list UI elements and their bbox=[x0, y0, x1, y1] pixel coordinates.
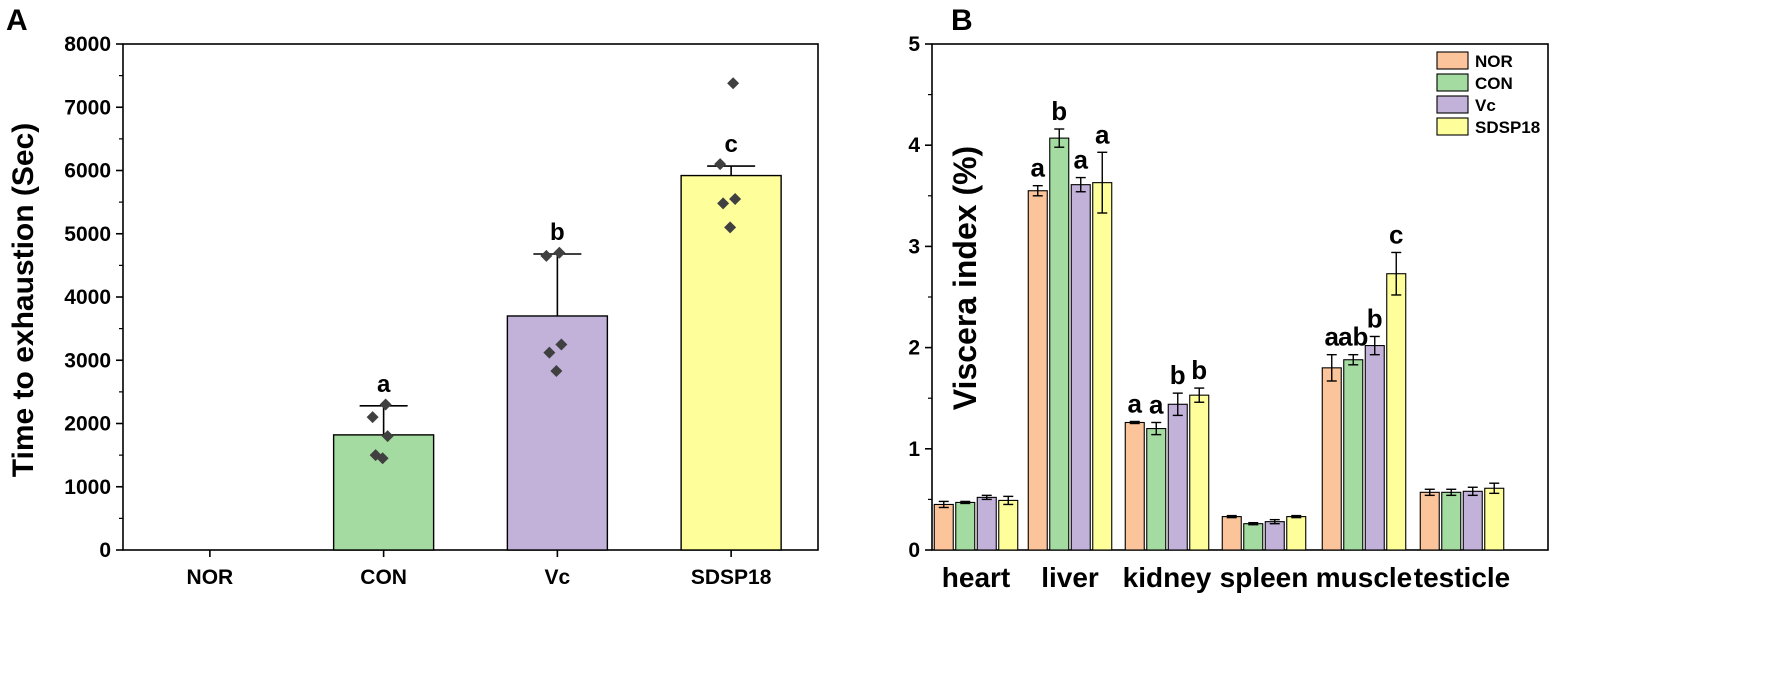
chart-a-bar-SDSP18 bbox=[680, 174, 782, 551]
chart-b-y-tick-label: 3 bbox=[908, 235, 920, 258]
chart-b-significance-muscle-NOR: a bbox=[1325, 322, 1340, 352]
chart-b-legend-swatch-Vc bbox=[1436, 95, 1469, 114]
panel-a-label: A bbox=[6, 4, 28, 37]
chart-b-significance-kidney-SDSP18: b bbox=[1191, 355, 1207, 385]
chart-b-bar-spleen-SDSP18 bbox=[1286, 516, 1307, 551]
chart-b-significance-liver-CON: b bbox=[1051, 96, 1067, 126]
chart-b-legend-swatch-NOR bbox=[1436, 51, 1469, 70]
chart-b-legend-label-Vc: Vc bbox=[1475, 96, 1496, 115]
chart-a-point-SDSP18 bbox=[727, 77, 740, 90]
chart-a-y-tick-label: 4000 bbox=[64, 286, 111, 309]
chart-b-y-tick-label: 1 bbox=[908, 438, 920, 461]
chart-b-legend-swatch-CON bbox=[1436, 73, 1469, 92]
chart-a: Time to exhaustion (Sec) 0 1000 2000 3000 40… bbox=[7, 33, 819, 589]
chart-b-x-tick-label-testicle: testicle bbox=[1414, 562, 1511, 593]
chart-a-y-tick-label: 0 bbox=[99, 539, 111, 562]
chart-b-bar-liver-SDSP18 bbox=[1092, 182, 1113, 551]
chart-a-significance-Vc: b bbox=[550, 219, 565, 246]
chart-a-point-SDSP18 bbox=[729, 192, 742, 205]
chart-b-significance-liver-NOR: a bbox=[1031, 153, 1046, 183]
chart-a-point-CON bbox=[381, 430, 394, 443]
chart-b-significance-kidney-NOR: a bbox=[1128, 388, 1143, 418]
chart-a-x-tick-label: SDSP18 bbox=[691, 566, 772, 589]
chart-a-significance-SDSP18: c bbox=[724, 131, 737, 158]
chart-b-y-tick-label: 2 bbox=[908, 337, 920, 360]
chart-a-y-tick-label: 1000 bbox=[64, 476, 111, 499]
chart-b-bar-kidney-SDSP18 bbox=[1189, 394, 1210, 551]
chart-a-x-tick-label: Vc bbox=[545, 566, 571, 589]
chart-b-significance-muscle-Vc: b bbox=[1367, 303, 1383, 333]
chart-a-point-CON bbox=[379, 398, 392, 411]
chart-b-bar-liver-Vc bbox=[1070, 184, 1091, 551]
chart-a-y-tick-label: 7000 bbox=[64, 96, 111, 119]
chart-b-x-tick-label-kidney: kidney bbox=[1123, 562, 1212, 593]
chart-b-bar-liver-NOR bbox=[1027, 190, 1048, 551]
chart-a-point-Vc bbox=[555, 338, 568, 351]
chart-b-bar-liver-CON bbox=[1049, 137, 1070, 551]
chart-b-bar-testicle-NOR bbox=[1419, 491, 1440, 551]
chart-a-point-Vc bbox=[553, 246, 566, 259]
chart-b-legend-label-NOR: NOR bbox=[1475, 52, 1513, 71]
chart-a-point-Vc bbox=[550, 365, 563, 378]
chart-b-bar-muscle-NOR bbox=[1321, 367, 1342, 551]
chart-b-significance-kidney-Vc: b bbox=[1170, 360, 1186, 390]
chart-a-y-tick-label: 8000 bbox=[64, 33, 111, 56]
chart-b-significance-liver-SDSP18: a bbox=[1095, 119, 1110, 149]
chart-b-y-axis-title: Viscera index (%) bbox=[947, 146, 983, 410]
chart-b-bar-heart-SDSP18 bbox=[998, 499, 1019, 551]
chart-a-point-SDSP18 bbox=[724, 221, 737, 234]
chart-a-point-CON bbox=[376, 452, 389, 465]
chart-a-significance-CON: a bbox=[377, 371, 391, 398]
chart-b-y-tick-label: 4 bbox=[908, 134, 920, 157]
chart-b-bar-testicle-SDSP18 bbox=[1484, 487, 1505, 551]
chart-b-bar-testicle-CON bbox=[1441, 491, 1462, 551]
chart-b-bar-kidney-Vc bbox=[1167, 403, 1188, 551]
chart-a-x-tick-label: CON bbox=[360, 566, 407, 589]
chart-b-bar-kidney-NOR bbox=[1124, 421, 1145, 551]
chart-a-y-tick-label: 5000 bbox=[64, 223, 111, 246]
chart-a-bar-CON bbox=[332, 434, 435, 551]
chart-a-y-axis-title: Time to exhaustion (Sec) bbox=[7, 123, 40, 478]
chart-a-point-CON bbox=[366, 411, 379, 424]
chart-b-bar-testicle-Vc bbox=[1462, 490, 1483, 551]
chart-b-bar-muscle-Vc bbox=[1364, 345, 1385, 551]
chart-b-bar-muscle-CON bbox=[1343, 359, 1364, 551]
chart-a-point-SDSP18 bbox=[714, 158, 727, 171]
chart-b-significance-muscle-SDSP18: c bbox=[1389, 219, 1403, 249]
chart-b-bar-muscle-SDSP18 bbox=[1386, 273, 1407, 551]
chart-b-bar-heart-Vc bbox=[976, 496, 997, 551]
chart-b-bar-spleen-NOR bbox=[1221, 516, 1242, 551]
chart-a-y-tick-label: 3000 bbox=[64, 349, 111, 372]
chart-b-x-tick-label-muscle: muscle bbox=[1316, 562, 1413, 593]
chart-b-legend-label-SDSP18: SDSP18 bbox=[1475, 118, 1540, 137]
chart-a-bar-Vc bbox=[506, 315, 609, 551]
chart-a-y-tick-label: 2000 bbox=[64, 413, 111, 436]
chart-a-y-tick-label: 6000 bbox=[64, 160, 111, 183]
chart-b-bar-kidney-CON bbox=[1146, 428, 1167, 551]
chart-b-legend-swatch-SDSP18 bbox=[1436, 117, 1469, 136]
chart-a-point-Vc bbox=[540, 249, 553, 262]
chart-b-x-tick-label-spleen: spleen bbox=[1220, 562, 1309, 593]
chart-b-y-tick-label: 0 bbox=[908, 539, 920, 562]
chart-a-point-Vc bbox=[543, 346, 556, 359]
chart-a-point-SDSP18 bbox=[717, 197, 730, 210]
chart-b-bar-heart-CON bbox=[955, 501, 976, 551]
chart-b-significance-kidney-CON: a bbox=[1149, 389, 1164, 419]
chart-b-significance-liver-Vc: a bbox=[1074, 145, 1089, 175]
chart-b-x-tick-label-heart: heart bbox=[942, 562, 1010, 593]
panel-b-label: B bbox=[951, 4, 973, 37]
chart-a-x-tick-label: NOR bbox=[187, 566, 234, 589]
chart-b-bar-heart-NOR bbox=[933, 503, 954, 551]
chart-b-bar-spleen-Vc bbox=[1264, 521, 1285, 551]
chart-b-x-tick-label-liver: liver bbox=[1041, 562, 1099, 593]
chart-b-y-tick-label: 5 bbox=[908, 33, 920, 56]
chart-b-legend-label-CON: CON bbox=[1475, 74, 1513, 93]
chart-b-significance-muscle-CON: ab bbox=[1338, 322, 1368, 352]
chart-b-bar-spleen-CON bbox=[1243, 523, 1264, 551]
